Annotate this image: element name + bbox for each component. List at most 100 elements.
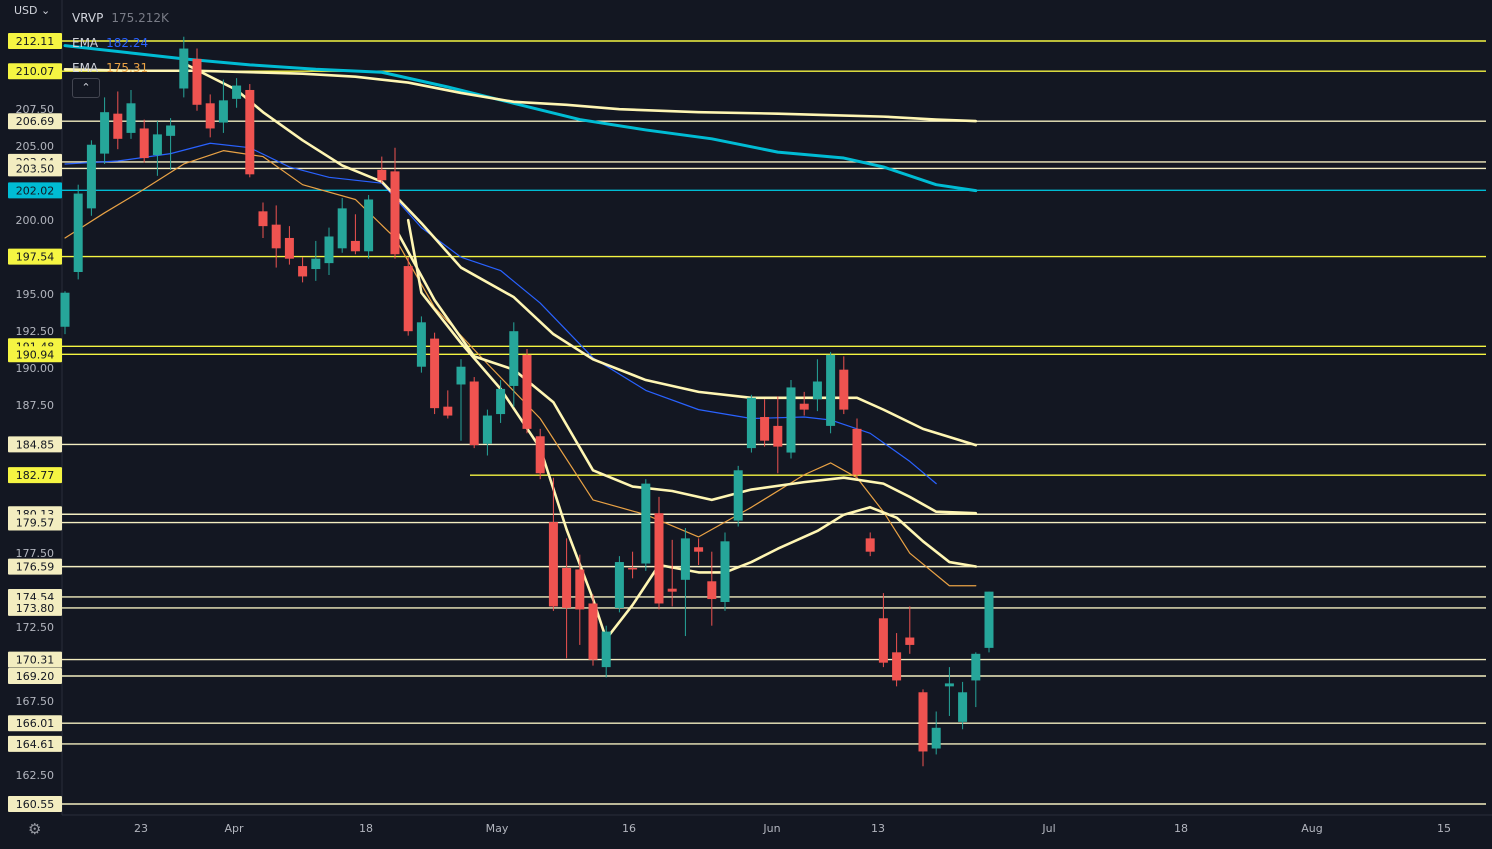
candle	[271, 205, 281, 268]
currency-label[interactable]: USD	[14, 4, 38, 17]
candle-body	[205, 103, 215, 129]
level-badge-label: 190.94	[16, 348, 55, 361]
candle	[680, 528, 690, 637]
candle	[812, 359, 822, 412]
candle	[746, 394, 756, 453]
level-badge-label: 160.55	[16, 798, 55, 811]
level-badge	[8, 248, 62, 265]
gear-icon[interactable]: ⚙	[28, 820, 42, 838]
candle	[496, 380, 506, 423]
collapse-legend-button[interactable]: ⌃	[72, 78, 100, 98]
candle	[773, 396, 783, 474]
candle	[403, 257, 413, 336]
level-badge-label: 179.57	[16, 517, 55, 530]
level-badge	[8, 346, 62, 363]
level-badge	[8, 63, 62, 80]
level-badge	[8, 715, 62, 732]
candle	[944, 667, 954, 716]
candle-body	[878, 618, 888, 663]
level-badge-label: 184.85	[16, 438, 55, 451]
ema1-value: 182.24	[106, 36, 149, 50]
candle-body	[562, 567, 572, 608]
candle-body	[522, 354, 532, 429]
candle-body	[958, 692, 968, 722]
candle-body	[773, 425, 783, 447]
ema1-label[interactable]: EMA	[72, 36, 99, 50]
vrvp-value: 175.212K	[111, 11, 169, 25]
candle-body	[628, 567, 638, 570]
candle	[918, 689, 928, 767]
axes: 207.50 205.00 200.00 195.00 192.50 190.00 187.…	[8, 33, 1451, 835]
candle-body	[971, 653, 981, 681]
level-badge-label: 202.02	[16, 184, 55, 197]
candle-body	[496, 388, 506, 415]
candle	[786, 380, 796, 459]
candle-body	[152, 134, 162, 156]
candle	[522, 348, 532, 434]
ema2-label[interactable]: EMA	[72, 61, 99, 75]
candle-body	[139, 128, 149, 159]
candle	[667, 539, 677, 607]
candle	[601, 625, 611, 678]
candle-body	[271, 224, 281, 249]
ema-orange-line	[64, 150, 977, 587]
ma-mid-line	[182, 62, 978, 447]
ema-cyan-line	[63, 44, 978, 193]
level-badge	[8, 113, 62, 130]
x-axis-tick: May	[486, 822, 509, 835]
horizontal-levels	[62, 40, 1486, 805]
moving-averages	[63, 44, 978, 641]
candle-body	[548, 522, 558, 607]
currency-selector[interactable]: USD ⌄	[14, 4, 50, 17]
legend-row-ema2[interactable]: EMA 175.31	[72, 56, 169, 81]
y-axis-tick: 207.50	[16, 103, 55, 116]
ma-top-line	[63, 67, 978, 123]
level-badge-label: 182.77	[16, 469, 55, 482]
candle	[258, 202, 268, 238]
candle-body	[680, 538, 690, 580]
candle	[931, 711, 941, 755]
level-badge-label: 203.50	[16, 162, 55, 175]
candle	[86, 140, 96, 216]
candle	[456, 359, 466, 441]
y-axis-tick: 190.00	[16, 362, 55, 375]
candle	[588, 594, 598, 666]
level-badge-label: 210.07	[16, 65, 55, 78]
candle-body	[364, 199, 374, 252]
candles	[60, 36, 994, 767]
level-badge	[8, 514, 62, 531]
candle-body	[509, 331, 519, 386]
x-axis-tick: 23	[134, 822, 148, 835]
candle-body	[456, 366, 466, 385]
candle-body	[720, 541, 730, 603]
candle	[152, 121, 162, 176]
candle-body	[430, 338, 440, 409]
level-badge	[8, 796, 62, 812]
candle	[100, 97, 110, 164]
candle	[337, 198, 347, 253]
vrvp-label[interactable]: VRVP	[72, 11, 104, 25]
y-axis-tick: 177.50	[16, 547, 55, 560]
candle	[628, 551, 638, 579]
candle-body	[667, 588, 677, 592]
legend-row-ema1[interactable]: EMA 182.24	[72, 31, 169, 56]
legend-row-vrvp[interactable]: VRVP 175.212K	[72, 6, 169, 31]
candle-body	[746, 397, 756, 449]
candle-body	[905, 637, 915, 645]
candle-body	[654, 513, 664, 604]
candle-body	[166, 125, 176, 136]
candle-body	[469, 381, 479, 446]
candle-body	[839, 369, 849, 410]
x-axis-tick: Apr	[224, 822, 244, 835]
candle	[218, 79, 228, 133]
candle-body	[60, 292, 70, 327]
candle	[852, 418, 862, 478]
candle	[482, 409, 492, 456]
y-axis-tick: 187.50	[16, 399, 55, 412]
candle-body	[245, 89, 255, 175]
candle-body	[799, 403, 809, 410]
candle-body	[641, 483, 651, 564]
candle	[826, 351, 836, 434]
